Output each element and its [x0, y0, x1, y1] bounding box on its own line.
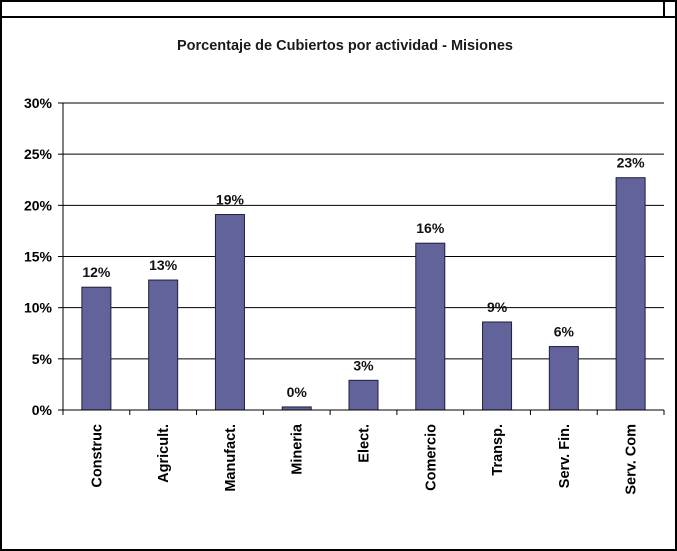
bar [81, 286, 112, 411]
bar [615, 177, 646, 411]
data-labels: 12% 13% 19% 0% 3% 16% 9% 6% 23% [82, 155, 645, 400]
y-tick-label: 10% [24, 300, 53, 316]
category-labels: Construc Agricult. Manufact. Mineria Elect. C… [89, 423, 639, 495]
data-label: 0% [287, 384, 308, 400]
y-tick-label: 25% [24, 146, 53, 162]
bar [148, 279, 179, 411]
data-label: 3% [353, 357, 374, 373]
category-label: Comercio [423, 424, 439, 491]
bar [348, 379, 379, 411]
data-label: 12% [82, 264, 111, 280]
axes [58, 102, 665, 415]
bar [548, 346, 579, 411]
y-tick-labels: 0% 5% 10% 15% 20% 25% 30% [24, 95, 53, 418]
category-label: Manufact. [223, 424, 239, 492]
bar [214, 214, 245, 411]
category-label: Construc [89, 424, 105, 488]
data-label: 9% [487, 299, 508, 315]
category-label: Serv. Com [624, 424, 640, 495]
bar [415, 242, 446, 411]
category-label: Serv. Fin. [557, 424, 573, 488]
category-label: Transp. [490, 424, 506, 476]
category-label: Elect. [357, 424, 373, 463]
y-tick-label: 20% [24, 197, 53, 213]
data-label: 19% [216, 192, 245, 208]
y-tick-label: 30% [24, 95, 53, 111]
y-tick-label: 5% [32, 351, 53, 367]
y-tick-label: 0% [32, 402, 53, 418]
bar [482, 321, 513, 411]
y-tick-label: 15% [24, 249, 53, 265]
data-label: 16% [416, 220, 445, 236]
data-label: 6% [554, 324, 575, 340]
category-label: Mineria [290, 423, 306, 475]
bars [81, 177, 646, 411]
category-label: Agricult. [156, 424, 172, 483]
data-label: 23% [617, 155, 646, 171]
data-label: 13% [149, 257, 178, 273]
chart-title: Porcentaje de Cubiertos por actividad - … [177, 38, 513, 54]
